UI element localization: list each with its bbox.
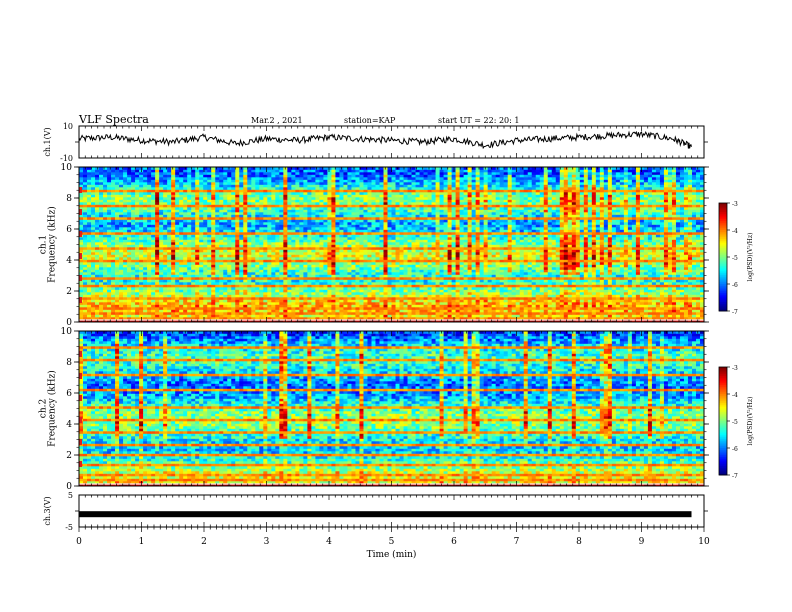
ch1-waveform-panel: 10 -10 ch.1(V) bbox=[43, 122, 708, 163]
xtick-label: 10 bbox=[698, 537, 710, 547]
spec2-ytick-label: 10 bbox=[61, 327, 73, 337]
xtick-label: 6 bbox=[451, 537, 457, 547]
xtick-label: 4 bbox=[326, 537, 332, 547]
spec2-ytick-label: 8 bbox=[66, 358, 72, 368]
ch3-ylabel: ch.3(V) bbox=[43, 496, 52, 525]
spec2-ytick-label: 0 bbox=[66, 482, 72, 492]
spec1-colorbar: -3 -4 -5 -6 -7 log(PSD)(V²/Hz) bbox=[718, 201, 754, 316]
spec2-ytick-label: 4 bbox=[66, 420, 72, 430]
spec2-colorbar-tick: -5 bbox=[732, 419, 738, 426]
ch3-series-line bbox=[79, 511, 692, 518]
spec1-ytick-label: 2 bbox=[66, 287, 72, 297]
spec1-colorbar-tick: -7 bbox=[732, 309, 738, 316]
xtick-label: 9 bbox=[639, 537, 645, 547]
spec1-colorbar-label: log(PSD)(V²/Hz) bbox=[747, 233, 754, 282]
spec1-ytick-label: 6 bbox=[66, 225, 72, 235]
spec1-colorbar-tick: -6 bbox=[732, 282, 738, 289]
xtick-label: 7 bbox=[514, 537, 520, 547]
spec2-colorbar-tick: -4 bbox=[732, 392, 738, 399]
ch3-waveform-panel: 5 -5 ch.3(V) 0 1 2 3 4 5 6 7 8 9 10 Time (min) bbox=[43, 491, 710, 560]
spec2-ytick-label: 6 bbox=[66, 389, 72, 399]
date-label: Mar.2 , 2021 bbox=[251, 116, 303, 125]
figure-title: VLF Spectra bbox=[78, 113, 149, 126]
xtick-label: 2 bbox=[201, 537, 207, 547]
spec1-heatmap-cells bbox=[79, 167, 705, 323]
station-label: station=KAP bbox=[344, 116, 396, 125]
spec1-colorbar-tick: -5 bbox=[732, 255, 738, 262]
spec2-colorbar-tick: -3 bbox=[732, 365, 738, 372]
spec1-colorbar-tick: -3 bbox=[732, 201, 738, 208]
ch3-ytick-label: -5 bbox=[65, 523, 73, 532]
spec1-ytick-label: 10 bbox=[61, 163, 73, 173]
start-time-label: start UT = 22: 20: 1 bbox=[438, 116, 519, 125]
xtick-label: 3 bbox=[264, 537, 270, 547]
spec2-heatmap-cells bbox=[79, 331, 705, 487]
ch1-ytick-label: 10 bbox=[63, 122, 73, 131]
xtick-label: 0 bbox=[76, 537, 82, 547]
ch1-series-line bbox=[78, 130, 692, 150]
spec1-ylabel: Frequency (kHz) bbox=[47, 206, 58, 283]
spec2-colorbar-tick: -6 bbox=[732, 446, 738, 453]
spec2-colorbar-tick: -7 bbox=[732, 473, 738, 480]
ch2-spectrogram-panel: 0 2 4 6 8 10 ch.2 Frequency (kHz) bbox=[39, 327, 709, 492]
spec2-colorbar-label: log(PSD)(V²/Hz) bbox=[747, 397, 754, 446]
spec1-colorbar-tick: -4 bbox=[732, 228, 738, 235]
spec2-colorbar: -3 -4 -5 -6 -7 log(PSD)(V²/Hz) bbox=[718, 365, 754, 480]
ch1-ylabel: ch.1(V) bbox=[43, 127, 52, 156]
spec2-ylabel: Frequency (kHz) bbox=[47, 370, 58, 447]
ch3-ytick-label: 5 bbox=[68, 491, 73, 500]
spec1-ylabel: ch.1 bbox=[39, 235, 49, 254]
colorbars: -3 -4 -5 -6 -7 log(PSD)(V²/Hz) -3 -4 -5 -6 -7 log(P… bbox=[718, 201, 754, 480]
ch1-spectrogram-panel: 0 2 4 6 8 10 ch.1 Frequency (kHz) bbox=[39, 163, 709, 328]
xtick-label: 8 bbox=[576, 537, 582, 547]
spec1-ytick-label: 8 bbox=[66, 194, 72, 204]
spec2-ytick-label: 2 bbox=[66, 451, 72, 461]
ch1-ytick-label: -10 bbox=[60, 154, 73, 163]
xaxis-label: Time (min) bbox=[367, 549, 417, 560]
xtick-label: 1 bbox=[139, 537, 145, 547]
spec1-ytick-label: 4 bbox=[66, 256, 72, 266]
xtick-label: 5 bbox=[389, 537, 395, 547]
spec2-ylabel: ch.2 bbox=[39, 399, 49, 418]
spec1-ytick-label: 0 bbox=[66, 318, 72, 328]
